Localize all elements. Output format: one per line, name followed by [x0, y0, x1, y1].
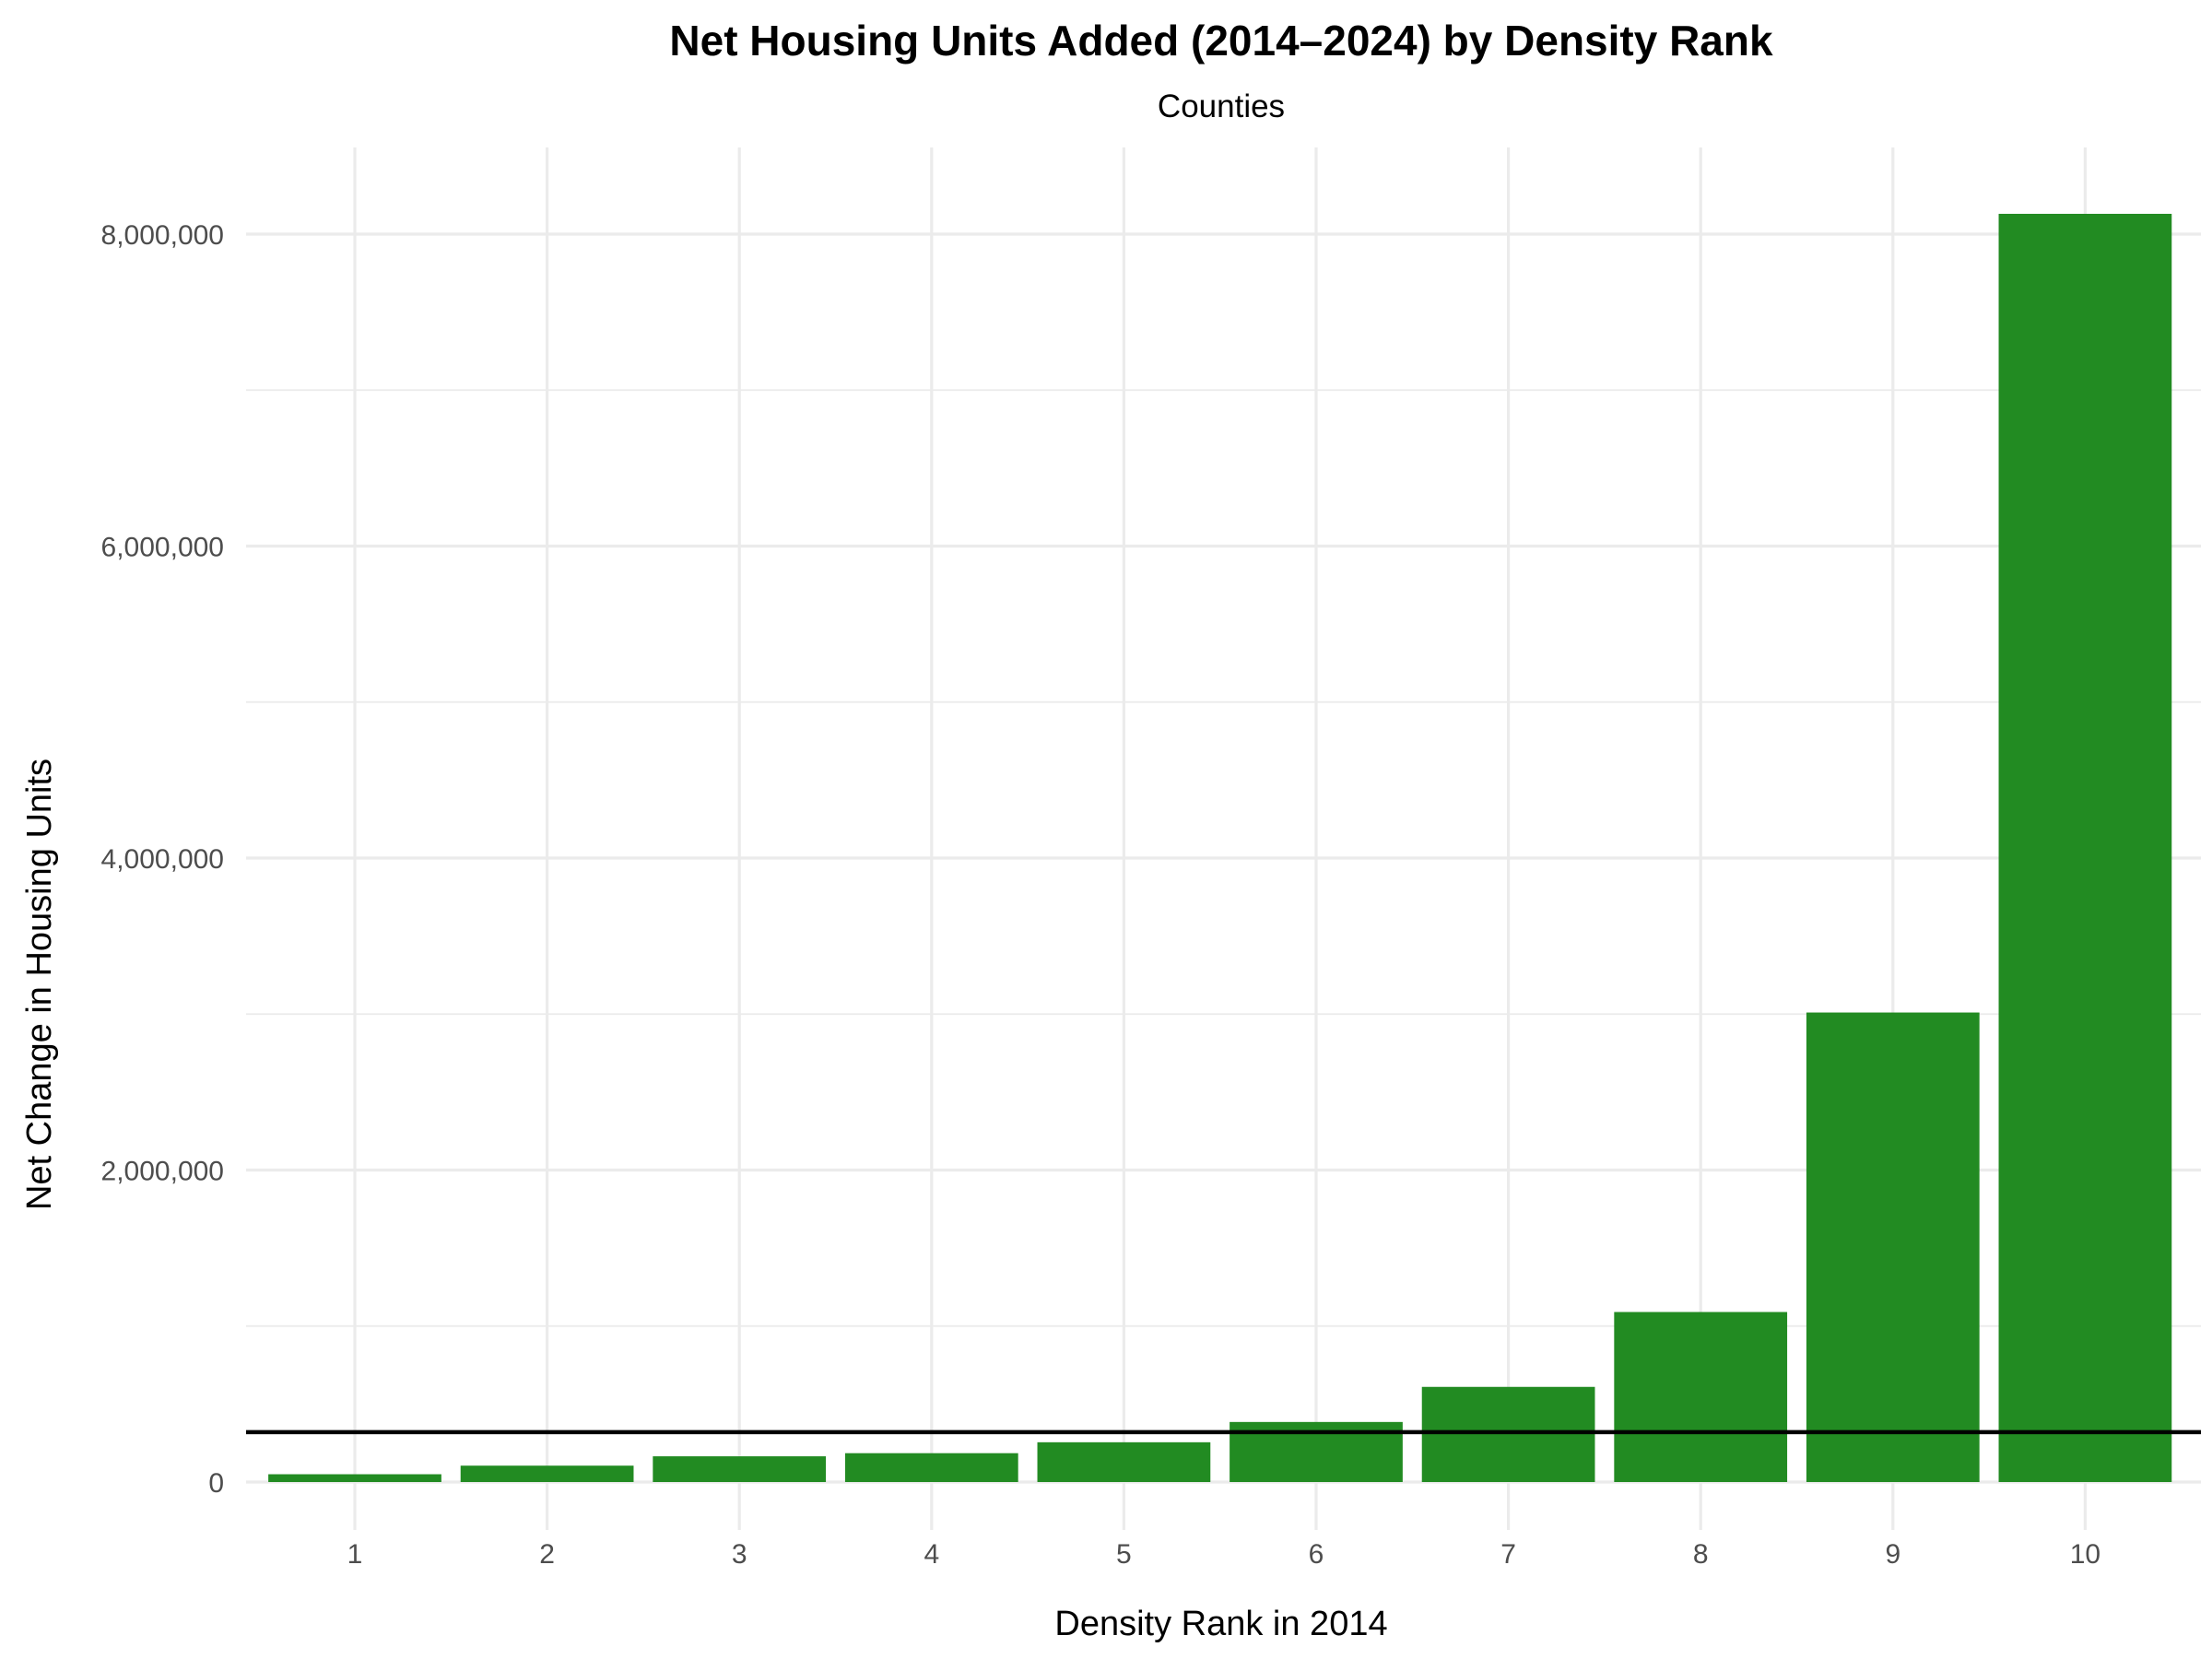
bar-10	[1998, 213, 2172, 1482]
bars	[268, 213, 2172, 1482]
chart-title: Net Housing Units Added (2014–2024) by D…	[669, 17, 1773, 65]
x-tick-label: 1	[347, 1539, 363, 1570]
x-axis-ticks: 1 2 3 4 5 6 7 8 9 10	[347, 1539, 2100, 1570]
x-tick-label: 3	[732, 1539, 747, 1570]
x-tick-label: 8	[1693, 1539, 1709, 1570]
y-tick-label: 6,000,000	[101, 533, 224, 563]
bar-5	[1037, 1441, 1211, 1482]
y-axis-title: Net Change in Housing Units	[20, 759, 59, 1210]
bar-3	[653, 1456, 827, 1482]
bar-7	[1421, 1386, 1595, 1482]
gridlines	[246, 147, 2201, 1530]
bar-2	[460, 1465, 634, 1482]
bar-8	[1614, 1312, 1788, 1482]
y-tick-label: 2,000,000	[101, 1157, 224, 1187]
x-tick-label: 10	[2070, 1539, 2100, 1570]
x-tick-label: 9	[1885, 1539, 1900, 1570]
y-tick-label: 8,000,000	[101, 220, 224, 251]
x-axis-title: Density Rank in 2014	[1054, 1605, 1387, 1643]
chart-subtitle: Counties	[1158, 88, 1285, 124]
y-tick-label: 0	[208, 1468, 224, 1499]
x-tick-label: 7	[1500, 1539, 1516, 1570]
y-tick-label: 4,000,000	[101, 844, 224, 875]
bar-4	[844, 1453, 1018, 1482]
x-tick-label: 4	[924, 1539, 939, 1570]
x-tick-label: 5	[1116, 1539, 1132, 1570]
bar-9	[1806, 1012, 1980, 1482]
bar-1	[268, 1474, 441, 1482]
x-tick-label: 2	[539, 1539, 555, 1570]
x-tick-label: 6	[1309, 1539, 1324, 1570]
y-axis-ticks: 0 2,000,000 4,000,000 6,000,000 8,000,000	[101, 220, 224, 1499]
